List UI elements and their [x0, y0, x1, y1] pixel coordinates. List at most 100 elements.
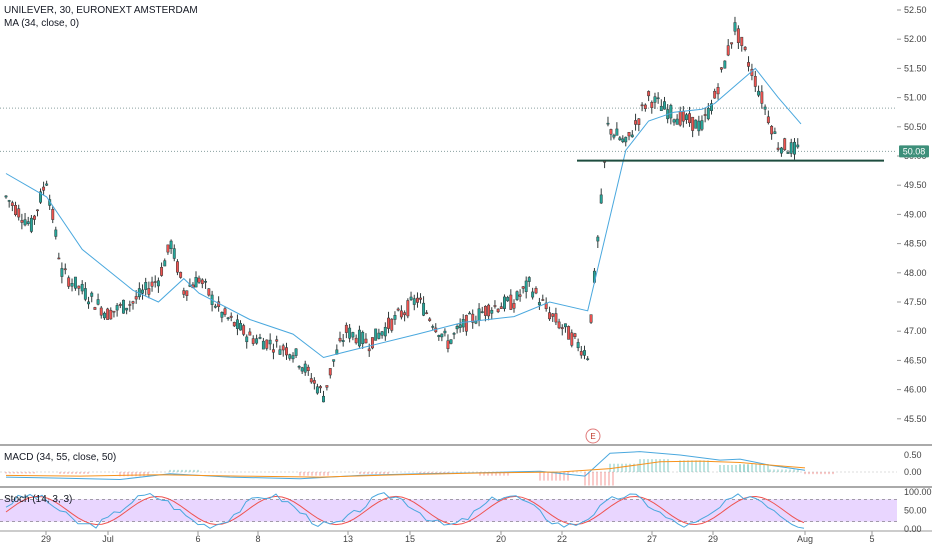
candle	[332, 359, 336, 362]
candle	[537, 302, 541, 306]
candle	[338, 337, 342, 342]
candle	[77, 285, 81, 289]
x-tick-label: 20	[496, 534, 506, 544]
candle	[697, 120, 701, 132]
candle	[624, 136, 628, 143]
candle	[242, 325, 246, 335]
candle	[96, 299, 100, 305]
candle	[503, 296, 506, 309]
candle	[579, 351, 583, 356]
candle	[630, 134, 634, 138]
candle	[122, 299, 125, 314]
candle	[322, 395, 325, 403]
y-tick-label: 46.00	[904, 385, 927, 395]
candle	[325, 385, 329, 388]
candle	[663, 101, 666, 110]
macd-legend: MACD (34, 55, close, 50)	[4, 452, 117, 463]
candle	[449, 339, 453, 344]
candle	[422, 302, 426, 316]
candle	[743, 46, 747, 50]
candle	[300, 367, 304, 372]
candle	[618, 137, 622, 141]
candle	[248, 331, 252, 336]
candle	[779, 147, 783, 154]
candle	[521, 286, 525, 289]
candle	[328, 368, 332, 376]
candle	[653, 96, 657, 103]
candle	[640, 104, 644, 107]
candle	[291, 355, 295, 360]
candle	[364, 338, 368, 344]
candle	[599, 194, 603, 204]
candle	[534, 288, 538, 294]
candle	[90, 292, 94, 297]
candle	[281, 345, 285, 351]
candle	[312, 380, 316, 384]
x-tick-label: 8	[255, 534, 260, 544]
candle	[650, 102, 654, 108]
candle	[776, 147, 780, 150]
candle	[531, 291, 535, 298]
candle	[678, 111, 682, 126]
candle	[351, 332, 355, 338]
candle	[551, 313, 555, 317]
candle	[20, 220, 24, 223]
chart-title: UNILEVER, 30, EURONEXT AMSTERDAM	[4, 5, 198, 16]
ma-line	[5, 67, 802, 359]
stoch-y-tick-label: 0.00	[904, 524, 922, 534]
candle	[557, 321, 561, 329]
candle	[524, 280, 528, 292]
candle	[719, 67, 723, 70]
candle	[73, 276, 77, 289]
candle	[7, 200, 11, 202]
y-tick-label: 47.00	[904, 326, 927, 336]
candle	[258, 337, 262, 339]
candle	[647, 91, 651, 97]
candle	[223, 308, 227, 315]
macd-y-tick-label: 0.00	[904, 467, 922, 477]
candle	[176, 261, 179, 273]
x-tick-label: 29	[708, 534, 718, 544]
candle	[128, 304, 132, 306]
candle	[419, 297, 422, 300]
candle	[271, 349, 275, 353]
candle	[235, 319, 239, 329]
candle	[32, 215, 36, 220]
candle	[793, 141, 796, 155]
candle	[112, 310, 116, 313]
x-tick-label: 5	[869, 534, 874, 544]
candle	[109, 309, 113, 320]
candle	[39, 191, 42, 203]
candle	[606, 122, 610, 125]
candle	[390, 318, 394, 331]
macd-signal-line	[5, 460, 806, 478]
candle	[783, 138, 787, 151]
candle	[627, 131, 631, 137]
candle	[659, 105, 663, 112]
candle	[490, 309, 494, 314]
candle	[383, 326, 387, 337]
candle	[36, 209, 39, 212]
candle	[499, 306, 503, 309]
candle	[245, 336, 249, 343]
earnings-marker-icon[interactable]	[585, 428, 601, 444]
candle	[554, 313, 558, 323]
candle	[672, 119, 676, 123]
candle	[229, 315, 233, 318]
candle	[527, 277, 531, 282]
candle	[637, 118, 641, 125]
candle	[125, 307, 129, 311]
candle	[406, 300, 410, 317]
candle	[586, 358, 590, 360]
candle	[589, 314, 593, 323]
candle	[512, 303, 516, 309]
candle	[684, 114, 688, 120]
candle	[700, 120, 704, 130]
candle	[403, 312, 407, 316]
candle	[440, 333, 444, 338]
candle	[710, 103, 713, 111]
candle	[496, 308, 500, 313]
candle	[493, 305, 497, 307]
candle	[675, 118, 679, 125]
